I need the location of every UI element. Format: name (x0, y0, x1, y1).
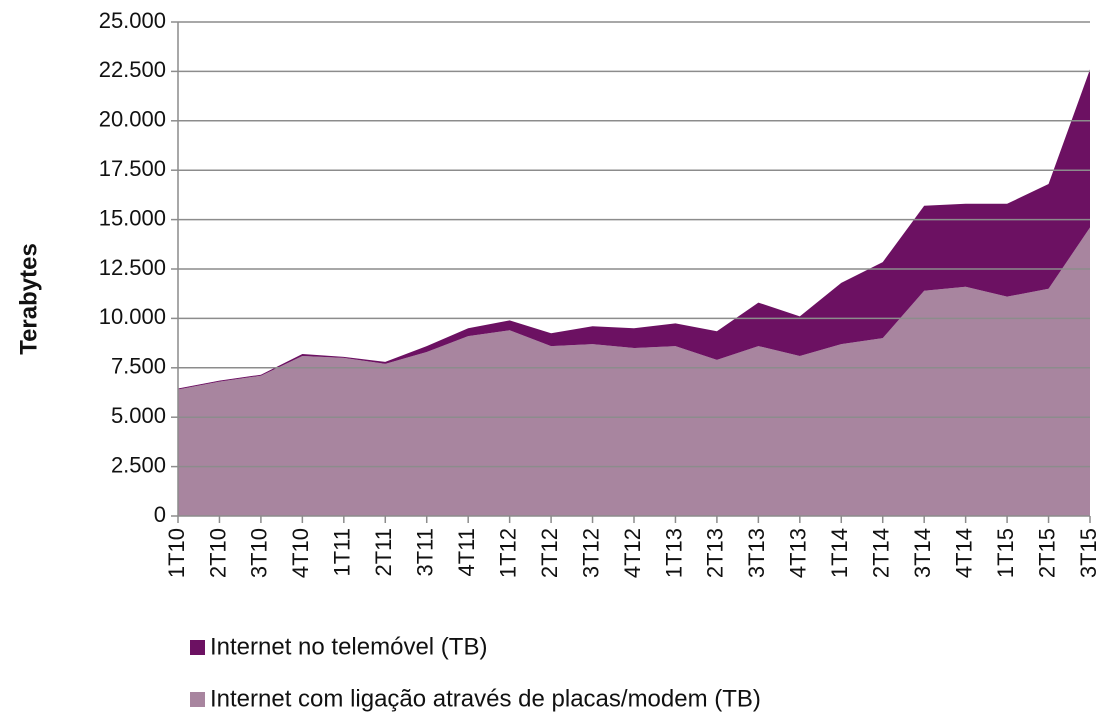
x-tick-label: 1T11 (330, 528, 355, 577)
legend-swatch (190, 692, 205, 707)
y-axis-title: Terabytes (15, 243, 42, 355)
y-tick-label: 15.000 (99, 205, 166, 230)
x-tick-label: 4T14 (951, 528, 976, 578)
x-tick-label: 3T11 (413, 528, 438, 577)
x-tick-label: 3T14 (910, 528, 935, 578)
x-tick-label: 2T14 (869, 528, 894, 578)
y-tick-label: 2.500 (111, 452, 166, 477)
x-tick-label: 2T13 (703, 528, 728, 578)
y-tick-label: 5.000 (111, 403, 166, 428)
x-tick-label: 3T12 (578, 528, 603, 578)
x-tick-label: 2T12 (537, 528, 562, 578)
x-tick-label: 2T10 (205, 528, 230, 578)
x-tick-label: 3T15 (1076, 528, 1101, 578)
y-tick-label: 0 (154, 502, 166, 527)
x-tick-label: 2T15 (1034, 528, 1059, 578)
legend-label: Internet no telemóvel (TB) (210, 633, 487, 660)
x-tick-label: 1T13 (661, 528, 686, 578)
legend-label: Internet com ligação através de placas/m… (210, 685, 761, 712)
x-tick-label: 1T10 (164, 528, 189, 578)
x-tick-label: 4T13 (786, 528, 811, 578)
x-tick-label: 1T15 (993, 528, 1018, 578)
legend-swatch (190, 640, 205, 655)
y-tick-label: 7.500 (111, 354, 166, 379)
x-tick-label: 4T10 (288, 528, 313, 578)
y-tick-label: 10.000 (99, 304, 166, 329)
x-tick-label: 4T12 (620, 528, 645, 578)
y-tick-label: 22.500 (99, 57, 166, 82)
x-tick-label: 1T12 (495, 528, 520, 578)
y-tick-label: 20.000 (99, 107, 166, 132)
x-tick-label: 3T13 (744, 528, 769, 578)
x-tick-label: 4T11 (454, 528, 479, 577)
y-tick-label: 25.000 (99, 8, 166, 33)
y-tick-label: 12.500 (99, 255, 166, 280)
y-tick-label: 17.500 (99, 156, 166, 181)
x-tick-label: 1T14 (827, 528, 852, 578)
x-tick-label: 2T11 (371, 528, 396, 577)
area (178, 227, 1090, 516)
x-tick-label: 3T10 (247, 528, 272, 578)
area (178, 69, 1090, 390)
